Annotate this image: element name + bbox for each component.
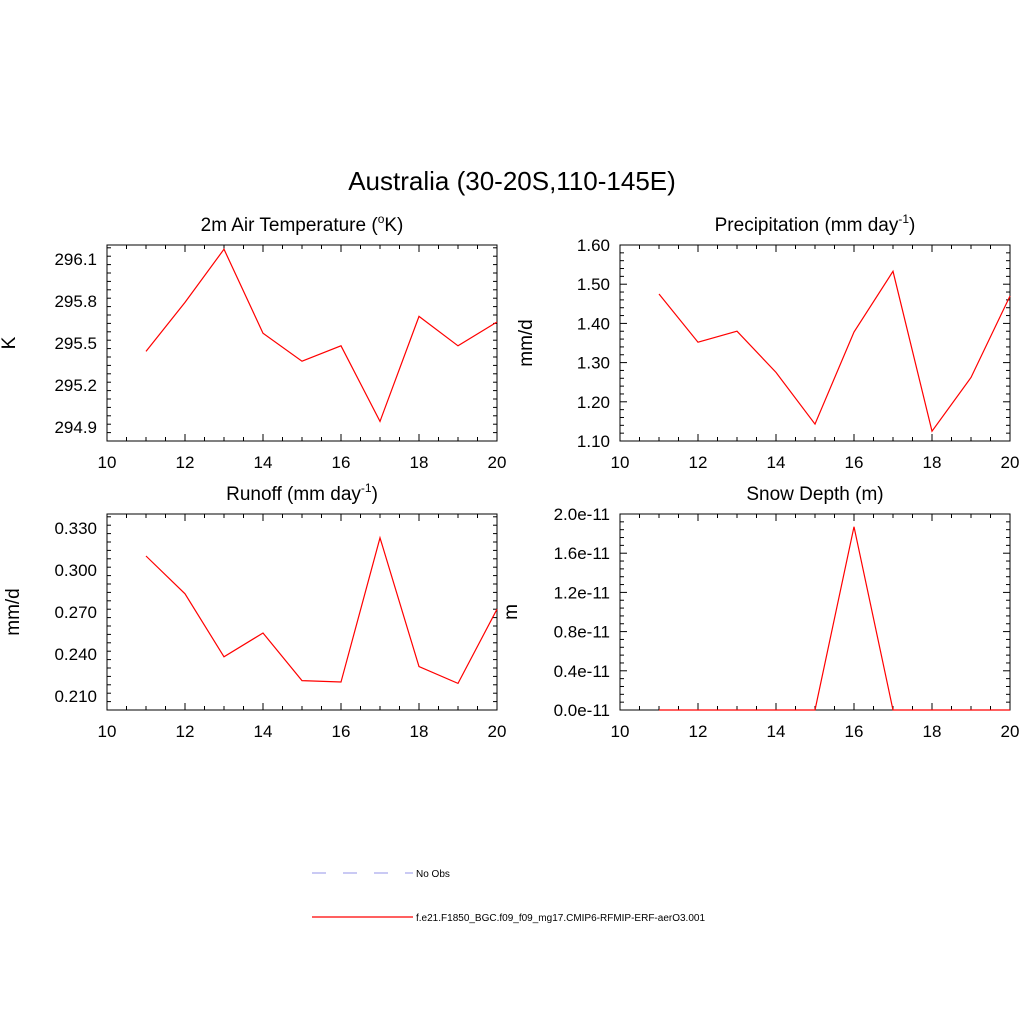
panel-title-superscript: -1 (898, 212, 909, 226)
y-tick-label: 0.270 (54, 603, 97, 622)
x-tick-label: 10 (611, 722, 630, 741)
x-tick-label: 12 (176, 453, 195, 472)
y-tick-label: 0.300 (54, 561, 97, 580)
panel-snow-depth: 10 12 14 16 18 20 0.0e-11 0.4e-11 0.8e-11 1.2e-11… (501, 484, 1019, 741)
y-tick-label: 295.5 (54, 334, 97, 353)
panel-title-tail: K) (384, 215, 403, 236)
figure-title: Australia (30-20S,110-145E) (348, 166, 676, 196)
panel-precipitation: 10 12 14 16 18 20 1.10 1.20 1.30 1.40 1.50 1.60 mm/d… (516, 212, 1019, 472)
x-tick-label: 16 (332, 722, 351, 741)
panel-title-snow-depth: Snow Depth (m) (746, 484, 883, 505)
y-tick-label: 1.30 (577, 354, 610, 373)
y-tick-label: 1.20 (577, 393, 610, 412)
y-axis-label: mm/d (3, 588, 24, 636)
x-tick-label: 10 (98, 453, 117, 472)
x-tick-label: 12 (689, 453, 708, 472)
x-tick-label: 20 (488, 453, 507, 472)
panel-title-tail: ) (372, 484, 378, 505)
legend: No Obs f.e21.F1850_BGC.f09_f09_mg17.CMIP6… (312, 869, 705, 924)
series-line-runoff (145, 535, 498, 685)
y-tick-label: 0.240 (54, 645, 97, 664)
panels: 10 12 14 16 18 20 294.9 295.2 295.5 295.8 296.1 K 2m… (0, 212, 1019, 741)
series-line-temperature (145, 248, 498, 423)
plot-frame-temperature (106, 244, 498, 442)
y-axis-label: mm/d (516, 319, 537, 367)
x-tick-label: 14 (254, 453, 273, 472)
x-tick-label: 12 (689, 722, 708, 741)
x-tick-label: 18 (410, 722, 429, 741)
y-tick-label: 0.330 (54, 519, 97, 538)
panel-title-superscript: -1 (361, 481, 372, 495)
panel-title-runoff: Runoff (mm day-1) (226, 481, 378, 505)
y-tick-label: 0.0e-11 (554, 701, 610, 720)
y-tick-label: 296.1 (54, 250, 97, 269)
y-tick-label: 0.8e-11 (554, 623, 610, 642)
x-tick-label: 16 (845, 453, 864, 472)
legend-label: f.e21.F1850_BGC.f09_f09_mg17.CMIP6-RFMIP… (416, 913, 705, 924)
y-tick-label: 1.50 (577, 275, 610, 294)
x-tick-label: 14 (767, 453, 786, 472)
y-tick-label: 1.10 (577, 432, 610, 451)
y-tick-label: 0.4e-11 (554, 662, 610, 681)
legend-item: f.e21.F1850_BGC.f09_f09_mg17.CMIP6-RFMIP… (312, 913, 705, 924)
panel-title-precipitation: Precipitation (mm day-1) (715, 212, 916, 236)
panel-runoff: 10 12 14 16 18 20 0.210 0.240 0.270 0.300 0.330 mm/… (3, 481, 506, 741)
x-tick-label: 20 (1001, 453, 1020, 472)
legend-label: No Obs (416, 869, 450, 880)
x-tick-label: 16 (332, 453, 351, 472)
y-tick-label: 295.8 (54, 292, 97, 311)
x-tick-label: 14 (254, 722, 273, 741)
y-tick-label: 295.2 (54, 376, 97, 395)
x-tick-label: 20 (1001, 722, 1020, 741)
y-tick-label: 1.2e-11 (554, 583, 610, 602)
series-line-precipitation (658, 269, 1011, 433)
y-tick-label: 0.210 (54, 687, 97, 706)
plot-frame-snow-depth (619, 513, 1011, 711)
y-tick-label: 294.9 (54, 418, 97, 437)
panel-title-text: 2m Air Temperature ( (201, 215, 379, 236)
x-tick-label: 16 (845, 722, 864, 741)
panel-title-text: Precipitation (mm day (715, 215, 899, 236)
panel-title-text: Runoff (mm day (226, 484, 361, 505)
y-axis-label: K (0, 336, 20, 349)
panel-temperature: 10 12 14 16 18 20 294.9 295.2 295.5 295.8 296.1 K 2m… (0, 212, 506, 472)
panel-title-temperature: 2m Air Temperature (oK) (201, 212, 404, 236)
y-tick-label: 1.40 (577, 314, 610, 333)
panel-title-tail: ) (909, 215, 915, 236)
x-tick-label: 18 (923, 453, 942, 472)
panel-title-superscript: o (378, 212, 385, 226)
legend-item: No Obs (312, 869, 450, 880)
plot-frame-precipitation (619, 244, 1011, 442)
x-tick-label: 10 (98, 722, 117, 741)
x-tick-label: 18 (410, 453, 429, 472)
x-tick-label: 10 (611, 453, 630, 472)
x-tick-label: 18 (923, 722, 942, 741)
x-tick-label: 12 (176, 722, 195, 741)
x-tick-label: 20 (488, 722, 507, 741)
y-tick-label: 1.60 (577, 236, 610, 255)
series-line-snow-depth (659, 526, 1010, 711)
panel-title-text: Snow Depth (m) (746, 484, 883, 505)
y-tick-label: 1.6e-11 (554, 544, 610, 563)
y-axis-label: m (501, 604, 522, 620)
y-tick-label: 2.0e-11 (554, 505, 610, 524)
x-tick-label: 14 (767, 722, 786, 741)
